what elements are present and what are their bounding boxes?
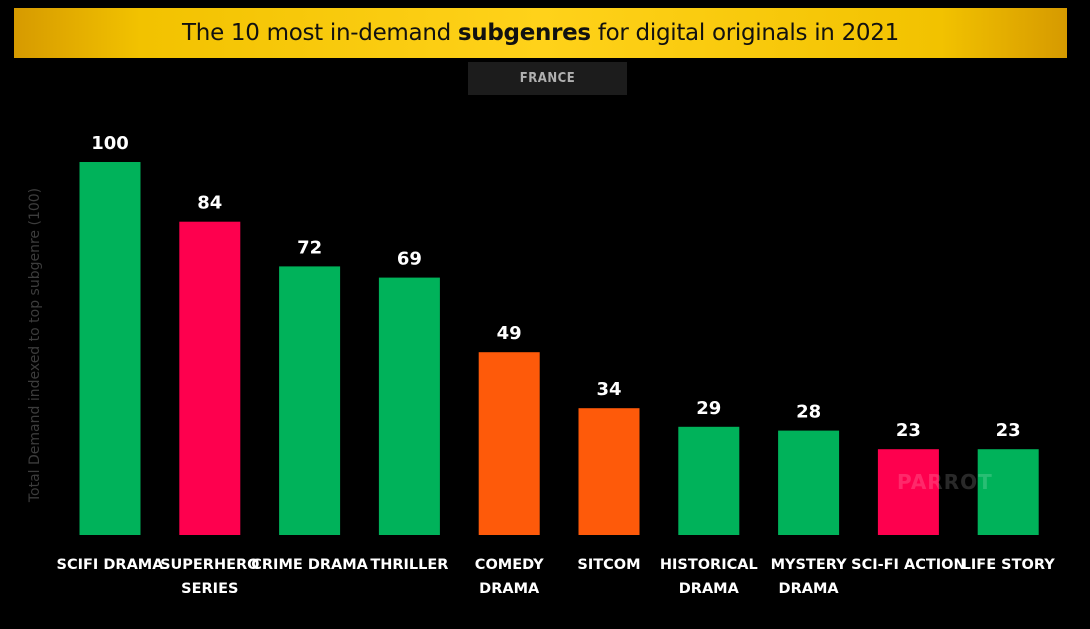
bar-value-label: 100 [91, 133, 129, 154]
bar [877, 449, 939, 535]
category-label: LIFE STORY [962, 557, 1056, 573]
bar [179, 221, 241, 535]
bar [678, 426, 740, 535]
bar [778, 430, 840, 535]
subtitle-badge: FRANCE [468, 62, 627, 95]
bar [79, 162, 141, 535]
bar [977, 449, 1039, 535]
chart-subtitle: FRANCE [519, 71, 576, 86]
category-label: MYSTERY DRAMA [771, 557, 848, 597]
chart-title: The 10 most in-demand subgenres for digi… [182, 20, 899, 46]
bar-value-label: 72 [297, 237, 322, 258]
bar-value-label: 69 [397, 249, 422, 270]
category-label: THRILLER [370, 557, 448, 573]
bar-value-label: 23 [896, 420, 921, 441]
category-label: SITCOM [577, 557, 640, 573]
bar-value-label: 34 [596, 379, 621, 400]
category-label: SUPERHERO SERIES [160, 557, 259, 597]
title-bar: The 10 most in-demand subgenres for digi… [14, 8, 1067, 58]
bar-value-label: 23 [996, 420, 1021, 441]
category-label: CRIME DRAMA [251, 557, 368, 573]
bar [578, 408, 640, 535]
category-label: SCI-FI ACTION [851, 557, 965, 573]
category-label: HISTORICAL DRAMA [660, 557, 758, 597]
category-label: SCIFI DRAMA [57, 557, 165, 573]
bar-value-label: 49 [497, 323, 522, 344]
bar-value-label: 28 [796, 402, 821, 423]
category-label: COMEDY DRAMA [475, 557, 544, 597]
bar-value-label: 29 [696, 398, 721, 419]
bar [378, 277, 440, 535]
bar [279, 266, 341, 535]
bar [478, 352, 540, 535]
bar-value-label: 84 [197, 193, 222, 214]
